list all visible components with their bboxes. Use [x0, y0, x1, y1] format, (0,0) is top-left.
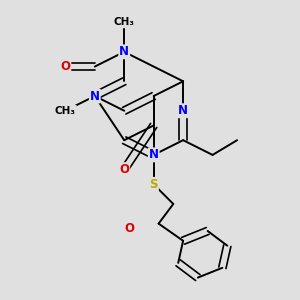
Text: N: N — [149, 148, 159, 161]
Text: N: N — [178, 104, 188, 117]
Text: CH₃: CH₃ — [55, 106, 76, 116]
Text: O: O — [124, 222, 134, 235]
Text: CH₃: CH₃ — [114, 17, 135, 27]
Text: O: O — [60, 60, 70, 73]
Text: N: N — [90, 89, 100, 103]
Text: O: O — [119, 163, 129, 176]
Text: N: N — [119, 45, 129, 58]
Text: S: S — [149, 178, 158, 191]
